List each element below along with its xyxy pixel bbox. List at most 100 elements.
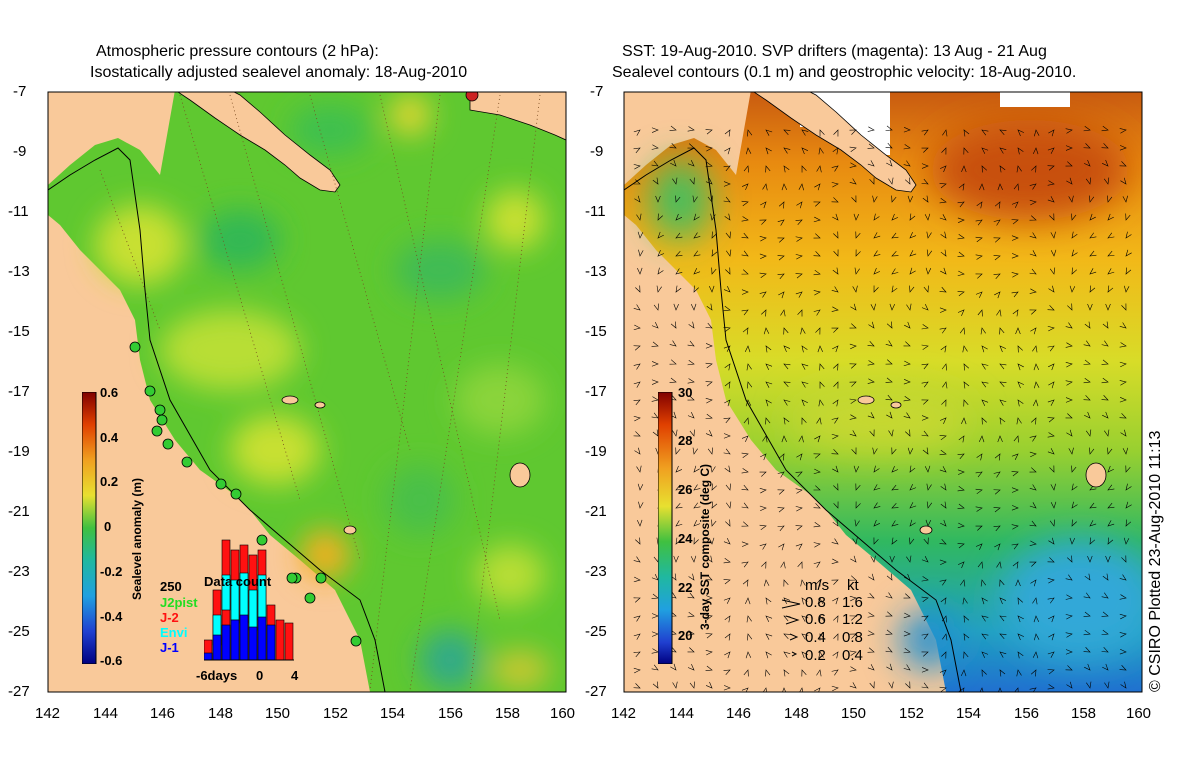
- velocity-arrow: [925, 267, 932, 275]
- velocity-arrow: [999, 345, 1007, 353]
- velocity-arrow: [633, 345, 641, 351]
- velocity-arrow: [891, 465, 899, 473]
- velocity-arrow: [832, 147, 839, 155]
- velocity-arrow: [798, 435, 804, 443]
- right-lon-label: 152: [899, 705, 925, 722]
- velocity-arrow: [851, 195, 857, 203]
- velocity-arrow: [633, 324, 641, 331]
- velocity-arrow: [1119, 380, 1127, 386]
- velocity-arrow: [1017, 399, 1024, 407]
- velocity-arrow: [1017, 651, 1024, 659]
- velocity-arrow: [723, 433, 731, 439]
- velocity-arrow: [759, 488, 767, 494]
- velocity-arrow: [1119, 161, 1127, 167]
- left-map-frame: [47, 91, 567, 693]
- velocity-arrow: [833, 633, 839, 641]
- velocity-arrow: [724, 633, 731, 641]
- velocity-arrow: [957, 543, 965, 549]
- velocity-arrow: [926, 483, 932, 491]
- left-reef-islands: [281, 395, 531, 535]
- left-lat-label: -7: [13, 83, 27, 100]
- velocity-arrow: [993, 507, 1001, 513]
- velocity-arrow: [1017, 129, 1025, 137]
- velocity-arrow: [957, 201, 965, 208]
- velocity-arrow: [873, 213, 880, 221]
- histogram-legend-j1: J-1: [160, 640, 179, 655]
- velocity-arrow: [759, 219, 767, 225]
- left-lon-label: 144: [93, 705, 119, 722]
- left-satellite-tracks: [99, 94, 541, 691]
- velocity-arrow: [906, 555, 912, 563]
- velocity-arrow: [765, 363, 773, 370]
- velocity-arrow: [633, 556, 641, 563]
- right-lat-label: -7: [590, 83, 604, 100]
- right-lat-label: -19: [585, 443, 607, 460]
- velocity-arrow: [909, 502, 917, 509]
- velocity-arrow: [942, 129, 948, 137]
- velocity-arrow: [1101, 359, 1109, 365]
- velocity-arrow: [1015, 327, 1021, 335]
- velocity-arrow: [797, 561, 803, 569]
- velocity-arrow: [687, 412, 695, 419]
- velocity-arrow: [854, 267, 860, 275]
- velocity-arrow: [746, 615, 752, 623]
- right-velocity-arrows: [633, 125, 1132, 692]
- velocity-arrow: [1119, 594, 1127, 600]
- velocity-arrow: [906, 303, 912, 311]
- velocity-arrow: [1011, 253, 1019, 259]
- velocity-arrow: [1047, 578, 1055, 584]
- velocity-arrow: [977, 561, 983, 569]
- right-lon-label: 150: [841, 705, 867, 722]
- velocity-arrow: [854, 519, 860, 527]
- velocity-arrow: [781, 183, 788, 191]
- velocity-arrow: [939, 327, 947, 334]
- velocity-arrow: [833, 501, 839, 509]
- velocity-arrow: [1107, 285, 1114, 293]
- velocity-arrow: [1011, 524, 1019, 530]
- velocity-arrow: [813, 468, 821, 475]
- velocity-arrow: [765, 615, 773, 622]
- velocity-arrow: [687, 160, 695, 167]
- velocity-arrow: [850, 555, 857, 563]
- velocity-arrow: [1124, 285, 1130, 293]
- velocity-arrow: [651, 361, 659, 367]
- velocity-arrow: [923, 537, 929, 545]
- velocity-arrow: [633, 381, 641, 388]
- velocity-arrow: [903, 341, 911, 347]
- velocity-arrow: [795, 273, 803, 279]
- velocity-arrow: [909, 465, 916, 473]
- velocity-arrow: [1029, 183, 1037, 190]
- velocity-arrow: [1065, 649, 1073, 655]
- velocity-arrow: [706, 555, 713, 563]
- velocity-arrow: [962, 597, 968, 605]
- velocity-arrow: [1011, 487, 1019, 493]
- velocity-arrow: [1031, 165, 1037, 173]
- velocity-arrow: [1085, 177, 1092, 185]
- velocity-arrow: [687, 340, 695, 347]
- velocity-arrow: [939, 686, 947, 692]
- velocity-arrow: [818, 651, 824, 659]
- velocity-arrow: [921, 399, 929, 405]
- velocity-arrow: [939, 435, 947, 441]
- velocity-arrow: [850, 303, 857, 311]
- velocity-arrow: [1104, 681, 1110, 689]
- velocity-arrow: [924, 213, 931, 221]
- right-lat-label: -25: [585, 623, 607, 640]
- velocity-arrow: [975, 525, 983, 531]
- velocity-arrow: [981, 147, 989, 154]
- velocity-arrow: [940, 597, 947, 605]
- velocity-arrow: [746, 381, 753, 389]
- velocity-arrow: [801, 615, 809, 622]
- velocity-arrow: [963, 129, 970, 137]
- velocity-arrow: [1050, 231, 1056, 239]
- velocity-arrow: [795, 471, 803, 477]
- velocity-arrow: [981, 615, 989, 622]
- velocity-arrow: [939, 559, 947, 565]
- velocity-arrow: [963, 381, 970, 389]
- velocity-arrow: [1050, 501, 1057, 509]
- velocity-arrow: [959, 327, 966, 335]
- velocity-arrow: [801, 147, 809, 155]
- velocity-arrow: [783, 579, 789, 587]
- velocity-arrow: [1125, 267, 1132, 275]
